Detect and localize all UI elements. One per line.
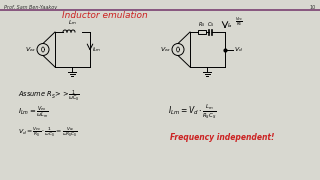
Text: $C_S$: $C_S$ <box>207 20 214 28</box>
Text: $V_d = \frac{V_{ex}}{R_S}\cdot\frac{1}{\omega C_S} = \frac{V_{ex}}{\omega R_S C_: $V_d = \frac{V_{ex}}{R_S}\cdot\frac{1}{\… <box>18 125 78 139</box>
Text: $R_S$: $R_S$ <box>198 20 206 28</box>
Text: Prof. Sam Ben-Yaakov: Prof. Sam Ben-Yaakov <box>4 5 57 10</box>
Text: Inductor emulation: Inductor emulation <box>62 10 148 19</box>
Text: 10: 10 <box>310 5 316 10</box>
Text: Frequency independent!: Frequency independent! <box>170 134 275 143</box>
Text: $V_d$: $V_d$ <box>234 45 243 54</box>
Text: $I_{Lm}$: $I_{Lm}$ <box>92 45 101 54</box>
Text: $I_a$: $I_a$ <box>227 22 233 30</box>
Text: $I_{Lm} = \frac{V_{ex}}{\omega L_m}$: $I_{Lm} = \frac{V_{ex}}{\omega L_m}$ <box>18 104 49 120</box>
Text: $Assume\ R_S\!>>\!\frac{1}{\omega C_S}$: $Assume\ R_S\!>>\!\frac{1}{\omega C_S}$ <box>18 89 80 104</box>
Text: $L_m$: $L_m$ <box>68 18 76 27</box>
Text: $V_{ex}$: $V_{ex}$ <box>25 45 37 54</box>
Text: $I_{Lm} = V_d \cdot \frac{L_m}{R_S C_S}$: $I_{Lm} = V_d \cdot \frac{L_m}{R_S C_S}$ <box>168 103 217 121</box>
Text: $\frac{V_{ex}}{R_S}$: $\frac{V_{ex}}{R_S}$ <box>235 15 243 28</box>
Text: $V_{ex}$: $V_{ex}$ <box>160 45 172 54</box>
